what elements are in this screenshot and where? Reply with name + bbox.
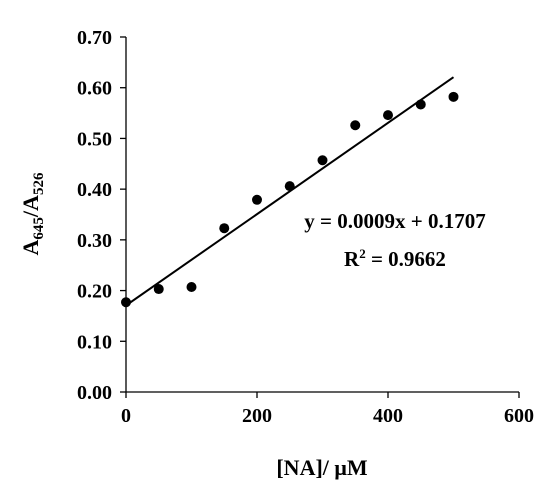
y-tick-label: 0.60	[77, 78, 112, 100]
x-axis-ticks: 0 200 400 600	[121, 392, 534, 427]
x-tick-label: 0	[121, 405, 131, 427]
x-tick-label: 200	[242, 405, 272, 427]
y-tick-label: 0.00	[77, 382, 112, 404]
y-tick-label: 0.10	[77, 331, 112, 353]
trendline-equation: y = 0.0009x + 0.1707	[304, 209, 485, 233]
linear-trendline	[125, 76, 455, 307]
data-point	[219, 223, 230, 234]
data-point	[153, 284, 164, 295]
data-point	[350, 120, 361, 131]
data-point	[383, 110, 393, 121]
data-point	[252, 194, 262, 205]
data-point	[284, 181, 295, 192]
x-axis-title: [NA]/ μM	[276, 455, 368, 480]
data-point	[415, 99, 426, 110]
data-points	[121, 91, 459, 308]
data-point	[448, 91, 459, 102]
data-point	[121, 297, 131, 308]
y-axis-ticks: 0.00 0.10 0.20 0.30 0.40 0.50 0.60 0.70	[77, 27, 126, 404]
y-tick-label: 0.70	[77, 27, 112, 49]
y-tick-label: 0.50	[77, 128, 112, 150]
data-point	[317, 155, 328, 166]
y-tick-label: 0.40	[77, 179, 112, 201]
r-squared-label: R2 = 0.9662	[344, 246, 446, 271]
x-tick-label: 600	[504, 405, 534, 427]
y-tick-label: 0.20	[77, 281, 112, 303]
data-point	[186, 282, 197, 293]
y-tick-label: 0.30	[77, 230, 112, 252]
x-tick-label: 400	[373, 405, 403, 427]
y-axis-title: A645/A526	[18, 172, 47, 255]
